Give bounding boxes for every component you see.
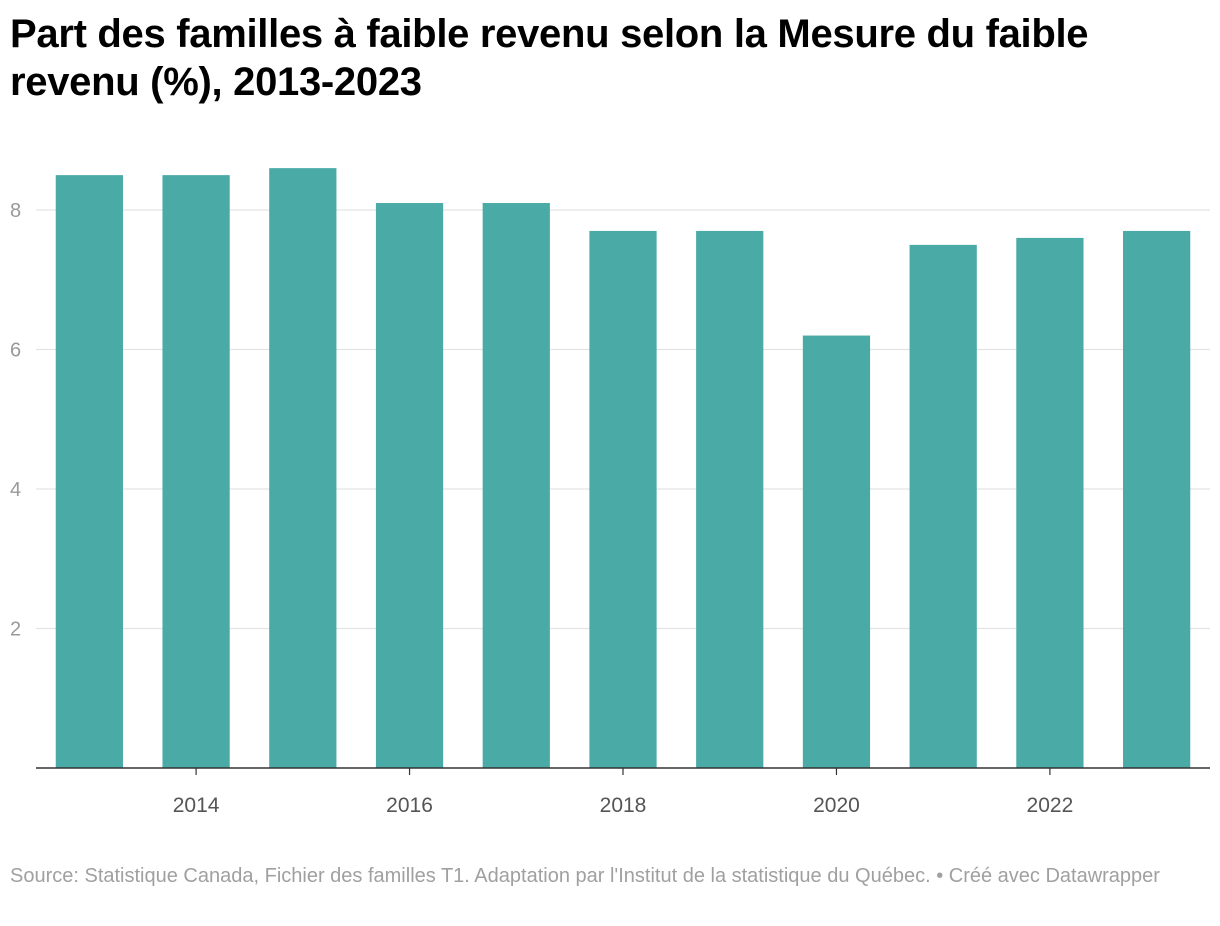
bar-2017: [482, 203, 550, 768]
x-axis: 2014 2016 2018 2020 2022: [36, 767, 1210, 817]
bar-2015: [269, 168, 337, 768]
x-tick-label: 2020: [813, 794, 860, 817]
bar-2019: [696, 230, 764, 769]
bar-2023: [1123, 230, 1191, 769]
x-tick-label: 2014: [173, 794, 220, 817]
bar-2014: [162, 175, 230, 768]
y-tick-label: 8: [10, 200, 21, 222]
y-tick-label: 6: [10, 340, 21, 362]
x-tick-label: 2022: [1027, 794, 1074, 817]
x-tick-label: 2016: [386, 794, 433, 817]
source-note: Source: Statistique Canada, Fichier des …: [10, 865, 1160, 887]
bar-2013: [55, 175, 123, 768]
x-tick-label: 2018: [600, 794, 647, 817]
bar-2020: [802, 335, 871, 768]
bar-2022: [1016, 237, 1084, 768]
y-tick-label: 2: [10, 619, 21, 641]
bar-2016: [375, 203, 444, 768]
bar-2018: [589, 230, 657, 769]
bars: [55, 168, 1191, 769]
chart-title: Part des familles à faible revenu selon …: [10, 12, 1089, 104]
y-tick-label: 4: [10, 479, 21, 501]
bar-2021: [909, 244, 977, 768]
